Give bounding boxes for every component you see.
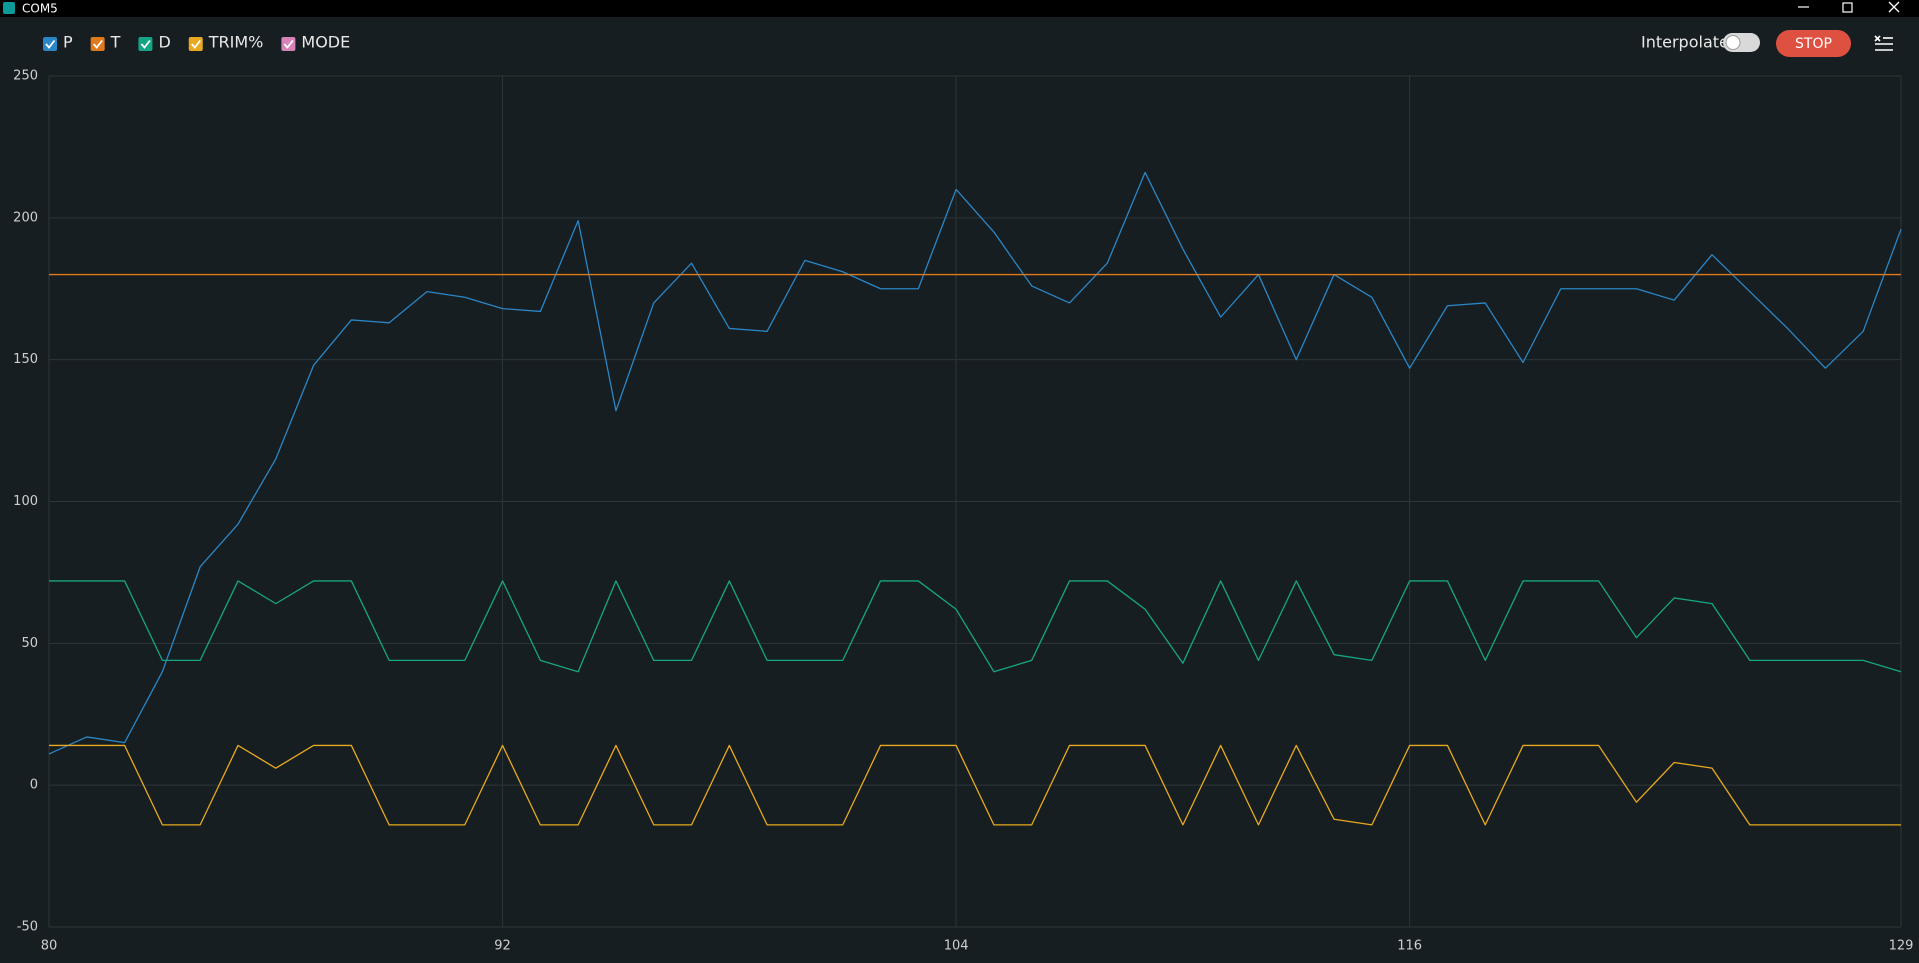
y-tick-label: 250 bbox=[13, 69, 38, 84]
stop-button[interactable] bbox=[1776, 30, 1851, 57]
legend-label: T bbox=[110, 33, 121, 52]
x-tick-label: 104 bbox=[944, 939, 969, 954]
y-tick-label: 150 bbox=[13, 352, 38, 367]
app-icon bbox=[3, 2, 15, 14]
checkmark bbox=[92, 39, 103, 49]
legend-checkbox[interactable] bbox=[188, 37, 203, 51]
menu-icon[interactable] bbox=[1874, 35, 1893, 51]
y-tick-label: 0 bbox=[30, 778, 38, 793]
legend-item[interactable]: D bbox=[138, 33, 171, 52]
legend-checkbox[interactable] bbox=[138, 37, 153, 51]
y-tick-label: 100 bbox=[13, 494, 38, 509]
legend-label: MODE bbox=[301, 33, 350, 52]
series-line bbox=[49, 744, 1901, 826]
y-tick-label: 50 bbox=[21, 636, 38, 651]
legend-label: TRIM% bbox=[208, 33, 264, 52]
legend-checkbox[interactable] bbox=[90, 37, 105, 51]
y-tick-label: -50 bbox=[17, 920, 38, 935]
toggle-knob bbox=[1725, 35, 1741, 50]
legend-item[interactable]: MODE bbox=[281, 33, 350, 52]
stop-label: STOP bbox=[1795, 36, 1832, 52]
checkmark bbox=[191, 39, 201, 49]
legend-item[interactable]: P bbox=[43, 33, 73, 52]
checkmark bbox=[140, 39, 151, 49]
title-bar bbox=[0, 0, 1919, 17]
series-line bbox=[48, 171, 1902, 755]
legend-item[interactable]: T bbox=[90, 33, 121, 52]
x-tick-label: 92 bbox=[494, 939, 511, 954]
x-tick-label: 116 bbox=[1397, 939, 1422, 954]
interpolate-label: Interpolate bbox=[1641, 33, 1729, 52]
restore-button[interactable] bbox=[1842, 2, 1853, 13]
legend-label: D bbox=[158, 33, 170, 52]
checkmark bbox=[45, 39, 56, 49]
legend-item[interactable]: TRIM% bbox=[188, 33, 264, 52]
legend-checkbox[interactable] bbox=[281, 37, 296, 51]
window-title: COM5 bbox=[22, 2, 58, 16]
series-line bbox=[49, 580, 1902, 673]
checkmark bbox=[283, 39, 294, 49]
x-tick-label: 129 bbox=[1889, 939, 1914, 954]
close-button[interactable] bbox=[1888, 1, 1900, 13]
legend-checkbox[interactable] bbox=[43, 37, 57, 51]
legend-label: P bbox=[63, 33, 73, 52]
x-tick-label: 80 bbox=[41, 939, 58, 954]
y-tick-label: 200 bbox=[13, 210, 38, 225]
